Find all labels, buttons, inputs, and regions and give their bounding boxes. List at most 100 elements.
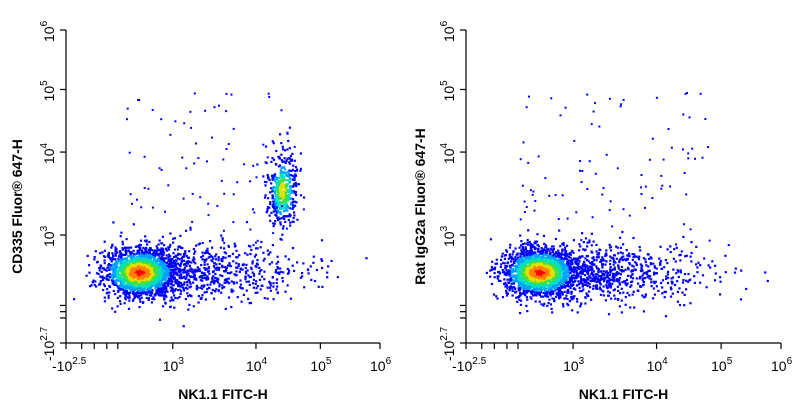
event-dot [659, 261, 662, 264]
event-dot [114, 264, 117, 267]
event-dot [167, 277, 170, 280]
event-dot [592, 287, 595, 290]
event-dot [279, 210, 282, 214]
event-dot [144, 281, 147, 284]
event-dot [272, 225, 275, 228]
event-dot [173, 294, 176, 297]
event-dot [275, 200, 278, 203]
event-dot [221, 287, 224, 290]
event-dot [280, 270, 283, 273]
event-dot [492, 293, 496, 296]
event-dot [620, 311, 623, 314]
event-dot [122, 253, 125, 257]
event-dot [302, 208, 305, 211]
event-dot [151, 281, 154, 284]
event-dot [155, 249, 158, 252]
event-dot [141, 252, 144, 255]
event-dot [160, 283, 163, 286]
event-dot [267, 177, 270, 180]
event-dot [193, 269, 196, 272]
event-dot [265, 162, 268, 165]
event-dot [127, 255, 130, 258]
event-dot [157, 287, 160, 290]
event-dot [288, 169, 291, 172]
event-dot [283, 193, 286, 196]
event-dot [116, 260, 119, 263]
event-dot [290, 201, 293, 204]
event-dot [267, 92, 270, 95]
event-dot [578, 260, 581, 263]
event-dot [276, 190, 279, 193]
event-dot [502, 261, 505, 264]
event-dot [148, 249, 152, 252]
event-dot [120, 268, 123, 271]
event-dot [117, 290, 120, 293]
event-dot [133, 281, 136, 284]
event-dot [301, 275, 304, 278]
event-dot [178, 258, 181, 261]
event-dot [169, 299, 172, 302]
event-dot [571, 309, 574, 312]
event-dot [294, 204, 297, 207]
event-dot [621, 281, 624, 284]
x-axis-title: NK1.1 FITC-H [178, 386, 267, 402]
event-dot [188, 275, 191, 278]
event-dot [625, 278, 628, 281]
event-dot [160, 294, 163, 297]
event-dot [159, 290, 163, 293]
event-dot [581, 265, 584, 268]
event-dot [564, 297, 567, 300]
event-dot [618, 283, 621, 286]
event-dot [547, 264, 550, 267]
event-dot [289, 154, 292, 158]
event-dot [129, 252, 132, 255]
event-dot [653, 266, 656, 269]
event-dot [566, 302, 569, 305]
event-dot [540, 303, 543, 306]
event-dot [120, 252, 123, 255]
event-dot [203, 276, 206, 280]
event-dot [143, 270, 146, 273]
event-dot [153, 298, 156, 301]
event-dot [272, 232, 275, 235]
event-dot [169, 289, 173, 292]
event-dot [149, 256, 152, 259]
y-tick-label: 103 [439, 225, 457, 247]
event-dot [265, 180, 268, 184]
event-dot [236, 266, 239, 269]
event-dot [279, 169, 282, 172]
event-dot [157, 249, 160, 252]
event-dot [179, 253, 182, 256]
event-dot [266, 174, 269, 177]
event-dot [224, 281, 227, 284]
event-dot [546, 284, 549, 287]
event-dot [571, 296, 574, 299]
event-dot [171, 289, 174, 292]
event-dot [528, 249, 531, 253]
event-dot [225, 268, 228, 271]
event-dot [283, 176, 286, 179]
event-dot [497, 279, 500, 282]
event-dot [153, 269, 157, 272]
event-dot [290, 190, 293, 193]
event-dot [273, 190, 277, 193]
event-dot [194, 262, 197, 265]
event-dot [520, 282, 523, 286]
event-dot [125, 292, 128, 295]
event-dot [223, 286, 226, 289]
event-dot [146, 268, 149, 271]
event-dot [136, 274, 139, 277]
y-tick-label: 105 [39, 80, 57, 102]
event-dot [157, 254, 160, 257]
event-dot [201, 277, 204, 280]
event-dot [137, 289, 140, 292]
event-dot [276, 267, 279, 270]
event-dot [565, 281, 568, 284]
event-dot [508, 254, 511, 257]
event-dot [280, 217, 283, 220]
event-dot [232, 260, 235, 263]
event-dot [193, 252, 196, 255]
event-dot [189, 275, 193, 278]
event-dot [100, 270, 103, 273]
event-dot [160, 242, 163, 245]
